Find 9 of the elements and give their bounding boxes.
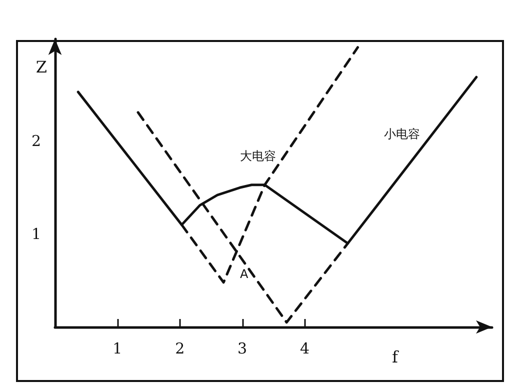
x-axis-title: f (392, 348, 399, 366)
annotation: 小电容 (384, 127, 420, 141)
annotation: A (240, 267, 249, 281)
x-tick-label: 4 (300, 340, 310, 358)
y-axis-title: Z (36, 58, 47, 76)
x-tick-label: 3 (238, 340, 248, 358)
x-tick-label: 2 (175, 340, 185, 358)
annotation: 大电容 (240, 149, 276, 163)
x-tick-label: 1 (112, 340, 122, 358)
